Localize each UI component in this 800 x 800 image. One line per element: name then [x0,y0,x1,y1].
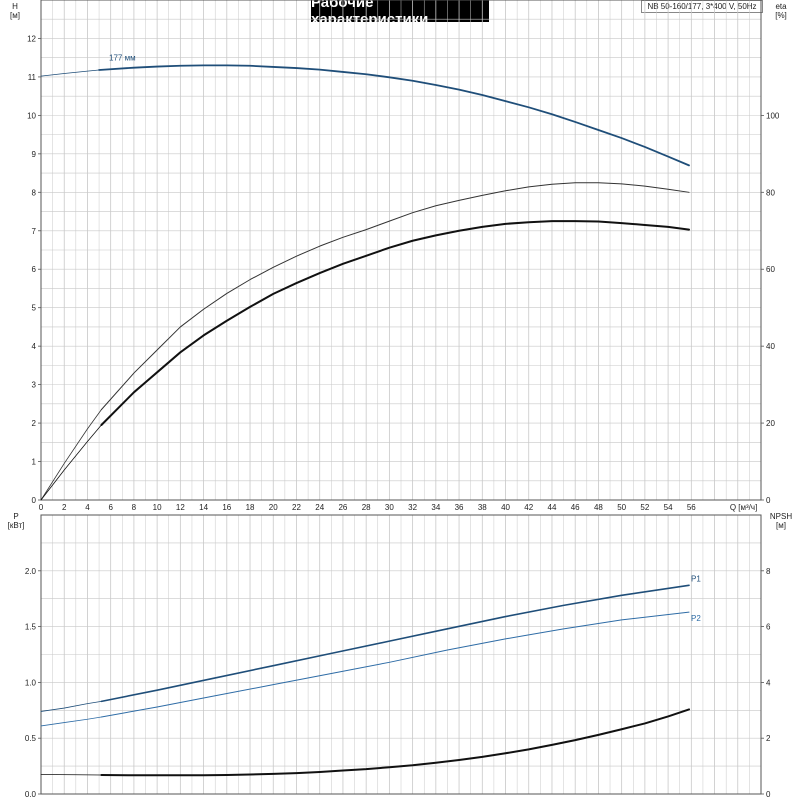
top-curve-head [98,64,690,167]
top-x-tick-label: 28 [362,503,371,512]
top-curve-eta1 [100,182,690,411]
top-x-tick-label: 36 [455,503,464,512]
top-y2-tick-label: 20 [766,419,775,428]
bottom-y2-tick-label: 8 [766,567,771,576]
top-curve-eta1_ext [40,409,102,501]
bottom-y-tick-label: 1.5 [25,623,37,632]
bottom-y2-tick-label: 6 [766,623,771,632]
top-y-tick-label: 2 [32,419,37,428]
top-x-tick-label: 26 [338,503,347,512]
bottom-y2-axis-label: NPSH [м] [764,512,798,530]
bottom-y2-axis-unit: [м] [776,521,786,530]
top-x-tick-label: 44 [548,503,557,512]
bottom-y-axis-unit: [кВт] [7,521,25,530]
top-y-tick-label: 0 [32,496,37,505]
top-x-tick-label: 50 [617,503,626,512]
top-y2-axis-label: eta [%] [766,2,796,20]
bottom-curve-npsh [100,708,690,777]
top-x-tick-label: 14 [199,503,208,512]
top-x-tick-label: 8 [132,503,137,512]
top-y-tick-label: 12 [27,34,36,43]
top-curve-head_ext [40,69,100,77]
top-x-tick-label: 10 [153,503,162,512]
top-x-tick-label: 38 [478,503,487,512]
bottom-y-tick-label: 0.5 [25,734,37,743]
top-y2-axis-name: eta [775,2,787,11]
top-x-tick-label: 22 [292,503,301,512]
bottom-y-tick-label: 1.0 [25,678,37,687]
top-x-tick-label: 56 [687,503,696,512]
top-y-tick-label: 6 [32,265,37,274]
top-y2-tick-label: 100 [766,111,780,120]
bottom-curve-label-p1: P1 [691,574,701,583]
top-y-tick-label: 5 [32,304,37,313]
top-y-tick-label: 9 [32,150,37,159]
top-curve-eta2_ext [40,424,102,501]
bottom-y2-tick-label: 4 [766,678,771,687]
top-x-tick-label: 42 [524,503,533,512]
top-y2-tick-label: 0 [766,496,771,505]
top-x-tick-label: 12 [176,503,185,512]
top-x-tick-label: 4 [85,503,90,512]
bottom-curve-p1 [100,584,690,703]
bottom-y2-tick-label: 2 [766,734,771,743]
top-x-tick-label: 20 [269,503,278,512]
top-x-axis-label: Q [м³/ч] [730,503,757,512]
top-curve-eta2 [100,220,690,426]
top-y-tick-label: 3 [32,381,37,390]
top-plot-frame [40,0,762,501]
top-y-tick-label: 1 [32,458,37,467]
bottom-curve-npsh_ext [40,774,102,776]
top-y-tick-label: 11 [28,73,37,82]
top-x-tick-label: 2 [62,503,67,512]
bottom-curve-label-p2: P2 [691,614,701,623]
top-y-axis-name: H [12,2,18,11]
top-x-tick-label: 54 [664,503,673,512]
top-y-tick-label: 7 [32,227,37,236]
bottom-curve-p2 [100,611,690,718]
bottom-y-axis-name: P [13,512,19,521]
top-x-tick-label: 24 [315,503,324,512]
top-x-tick-label: 32 [408,503,417,512]
top-x-tick-label: 40 [501,503,510,512]
top-y-axis-unit: [м] [10,11,20,20]
top-y2-axis-unit: [%] [775,11,787,20]
top-x-tick-label: 48 [594,503,603,512]
top-y-tick-label: 8 [32,188,37,197]
bottom-y-tick-label: 2.0 [25,567,37,576]
top-x-tick-label: 46 [571,503,580,512]
bottom-y2-tick-label: 0 [766,790,771,799]
bottom-y-tick-label: 0.0 [25,790,37,799]
top-y-axis-label: H [м] [3,2,27,20]
bottom-curve-p2_ext [40,716,102,727]
top-x-tick-label: 0 [39,503,44,512]
top-x-tick-label: 52 [640,503,649,512]
bottom-y2-axis-name: NPSH [769,512,793,521]
top-x-tick-label: 34 [431,503,440,512]
top-x-tick-label: 18 [246,503,255,512]
bottom-plot-frame [40,514,762,795]
top-y2-tick-label: 60 [766,265,775,274]
bottom-y-axis-label: P [кВт] [1,512,31,530]
head-curve-label: 177 мм [109,53,136,62]
top-x-tick-label: 30 [385,503,394,512]
top-x-tick-label: 6 [108,503,113,512]
bottom-curve-p1_ext [40,700,102,712]
top-y2-tick-label: 80 [766,188,775,197]
top-y2-tick-label: 40 [766,342,775,351]
top-y-tick-label: 10 [27,111,36,120]
top-y-tick-label: 4 [32,342,37,351]
top-x-tick-label: 16 [222,503,231,512]
